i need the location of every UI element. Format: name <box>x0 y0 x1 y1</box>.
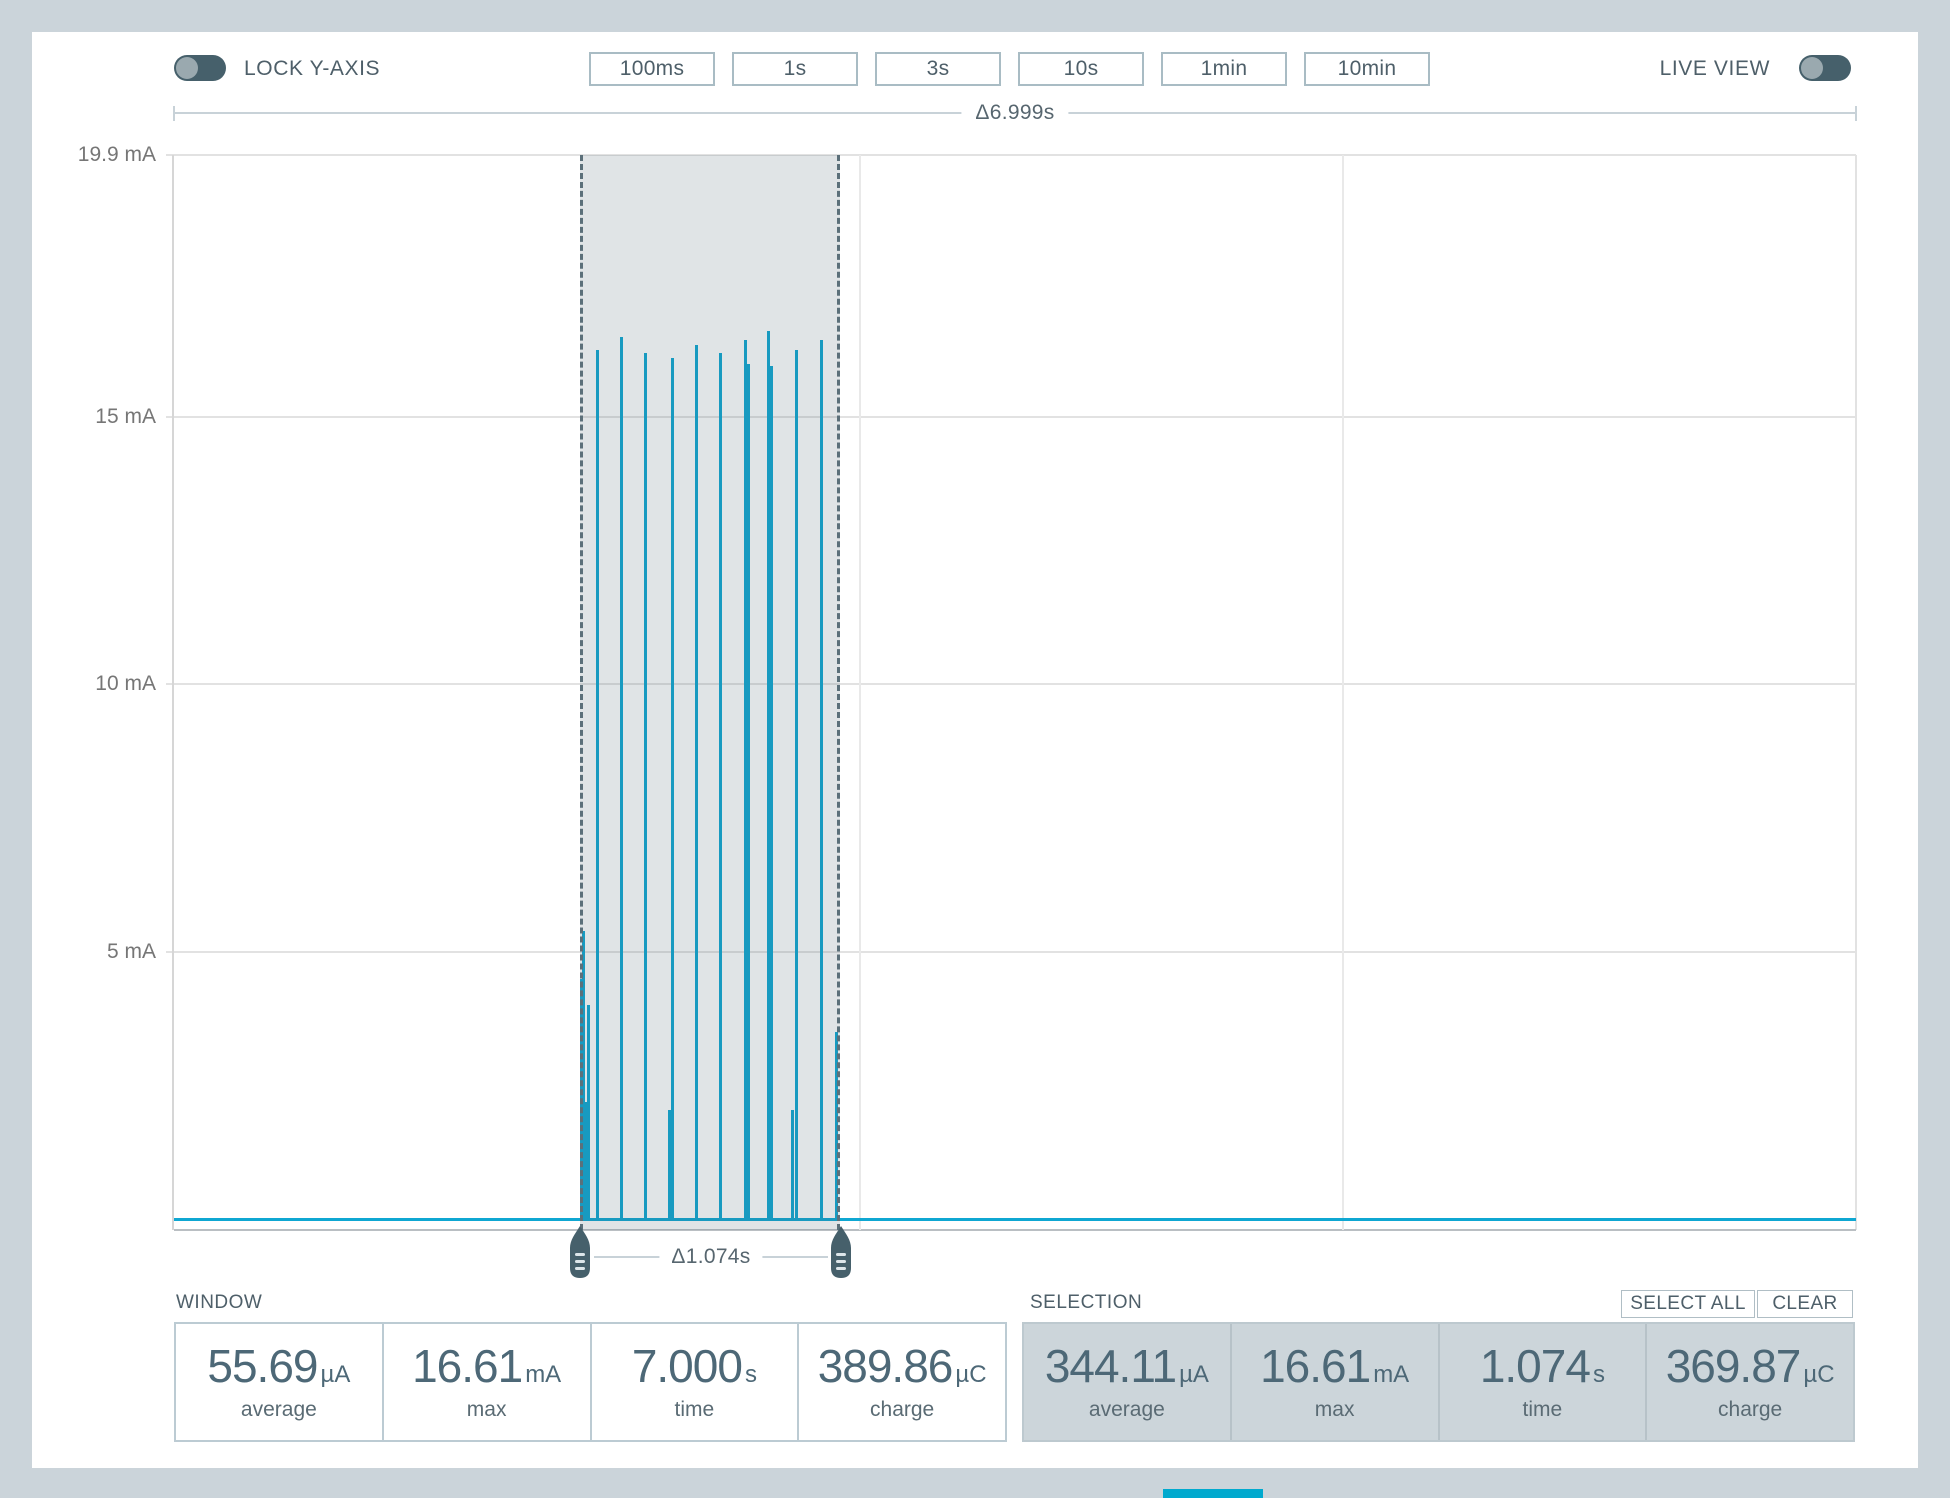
stat-cell-average: 55.69 µA average <box>176 1324 384 1440</box>
stat-cell-time: 7.000 s time <box>592 1324 800 1440</box>
stat-unit-average: µA <box>1179 1360 1209 1388</box>
current-spike-13 <box>767 330 771 1220</box>
stat-value-average: 55.69 µA <box>207 1339 351 1392</box>
current-spike-18 <box>834 1032 838 1220</box>
window-delta-label: Δ6.999s <box>961 100 1069 126</box>
current-spike-11 <box>743 339 747 1220</box>
lock-y-axis-toggle[interactable] <box>174 55 226 81</box>
window-button-100ms[interactable]: 100ms <box>589 52 715 86</box>
stat-label-time: time <box>1522 1398 1563 1422</box>
stat-value-time: 7.000 s <box>631 1339 757 1392</box>
window-button-10s[interactable]: 10s <box>1018 52 1144 86</box>
y-axis-line <box>172 155 174 1230</box>
y-gridline-19.9 <box>166 154 1856 156</box>
stat-cell-max: 16.61 mA max <box>1232 1324 1440 1440</box>
y-tick-label-19.9: 19.9 mA <box>77 143 156 166</box>
x-axis-line <box>174 1229 1856 1231</box>
stat-label-charge: charge <box>1718 1398 1783 1422</box>
selection-stats-title: SELECTION <box>1030 1292 1143 1313</box>
current-spike-3 <box>587 1005 591 1220</box>
stat-cell-max: 16.61 mA max <box>384 1324 592 1440</box>
stat-label-average: average <box>1088 1398 1165 1422</box>
stat-cell-charge: 389.86 µC charge <box>799 1324 1005 1440</box>
clear-button[interactable]: CLEAR <box>1757 1290 1853 1318</box>
window-bracket-right-cap <box>1855 106 1857 121</box>
current-spike-6 <box>644 352 648 1220</box>
y-gridline-15 <box>166 416 1856 419</box>
stat-unit-average: µA <box>320 1360 351 1388</box>
current-spike-8 <box>670 358 674 1220</box>
stat-cell-average: 344.11 µA average <box>1024 1324 1232 1440</box>
current-spike-7 <box>667 1109 671 1220</box>
lock-y-axis-label: LOCK Y-AXIS <box>244 57 381 80</box>
y-tick-label-5: 5 mA <box>106 939 156 963</box>
current-spike-17 <box>820 339 824 1220</box>
window-size-buttons: 100ms 1s 3s 10s 1min 10min <box>589 52 1430 86</box>
window-button-1min[interactable]: 1min <box>1161 52 1287 86</box>
stat-unit-max: mA <box>525 1360 562 1388</box>
current-spike-9 <box>694 344 698 1220</box>
stat-value-charge: 369.87 µC <box>1665 1339 1835 1392</box>
current-spike-5 <box>619 336 623 1220</box>
current-trace-baseline <box>174 1218 1856 1221</box>
y-tick-label-15: 15 mA <box>95 405 156 429</box>
selection-delta-label: Δ1.074s <box>659 1244 763 1270</box>
stat-label-average: average <box>240 1398 317 1422</box>
stat-unit-time: s <box>744 1360 757 1388</box>
current-spike-4 <box>595 350 599 1220</box>
app-panel <box>32 32 1918 1468</box>
live-view-toggle[interactable] <box>1799 55 1851 81</box>
bottom-accent-bar <box>1163 1489 1263 1498</box>
window-button-1s[interactable]: 1s <box>732 52 858 86</box>
stat-cell-time: 1.074 s time <box>1440 1324 1648 1440</box>
live-view-label: LIVE VIEW <box>1659 57 1770 80</box>
current-spike-12 <box>746 363 750 1220</box>
chart-plot-area[interactable] <box>174 155 1856 1230</box>
current-spike-14 <box>770 366 774 1220</box>
window-button-3s[interactable]: 3s <box>875 52 1001 86</box>
current-spike-1 <box>581 930 585 1220</box>
current-spike-2 <box>584 1101 588 1220</box>
stat-unit-time: s <box>1592 1360 1605 1388</box>
stat-value-charge: 389.86 µC <box>817 1339 987 1392</box>
stat-value-time: 1.074 s <box>1479 1339 1605 1392</box>
selection-stats-box: 344.11 µA average 16.61 mA max 1.074 s time 369.8… <box>1022 1322 1855 1442</box>
current-spike-16 <box>794 350 798 1220</box>
stat-unit-max: mA <box>1373 1360 1410 1388</box>
window-stats-title: WINDOW <box>176 1292 263 1313</box>
selection-region[interactable] <box>580 155 841 1230</box>
current-spike-10 <box>719 352 723 1220</box>
select-all-button[interactable]: SELECT ALL <box>1621 1290 1755 1318</box>
window-button-10min[interactable]: 10min <box>1304 52 1430 86</box>
y-gridline-10 <box>166 683 1856 686</box>
window-stats-box: 55.69 µA average 16.61 mA max 7.000 s time 389.86… <box>174 1322 1007 1442</box>
stat-unit-charge: µC <box>1803 1360 1835 1388</box>
current-spike-15 <box>791 1109 795 1220</box>
selection-handle-right[interactable] <box>830 1226 852 1279</box>
stat-value-max: 16.61 mA <box>412 1339 562 1392</box>
y-gridline-5 <box>166 950 1856 953</box>
live-view-toggle-knob <box>1801 57 1823 79</box>
stat-unit-charge: µC <box>955 1360 987 1388</box>
y-tick-label-10: 10 mA <box>95 672 156 696</box>
stat-label-charge: charge <box>870 1398 935 1422</box>
chart-right-border <box>1855 155 1857 1230</box>
stat-label-max: max <box>466 1398 507 1422</box>
lock-y-axis-toggle-knob <box>176 57 198 79</box>
x-gridline-1 <box>1341 155 1344 1230</box>
stat-cell-charge: 369.87 µC charge <box>1647 1324 1853 1440</box>
x-gridline-0 <box>859 155 862 1230</box>
selection-handle-left[interactable] <box>569 1226 591 1279</box>
stat-label-max: max <box>1314 1398 1355 1422</box>
stat-value-max: 16.61 mA <box>1260 1339 1410 1392</box>
stat-value-average: 344.11 µA <box>1044 1339 1209 1392</box>
stat-label-time: time <box>674 1398 715 1422</box>
